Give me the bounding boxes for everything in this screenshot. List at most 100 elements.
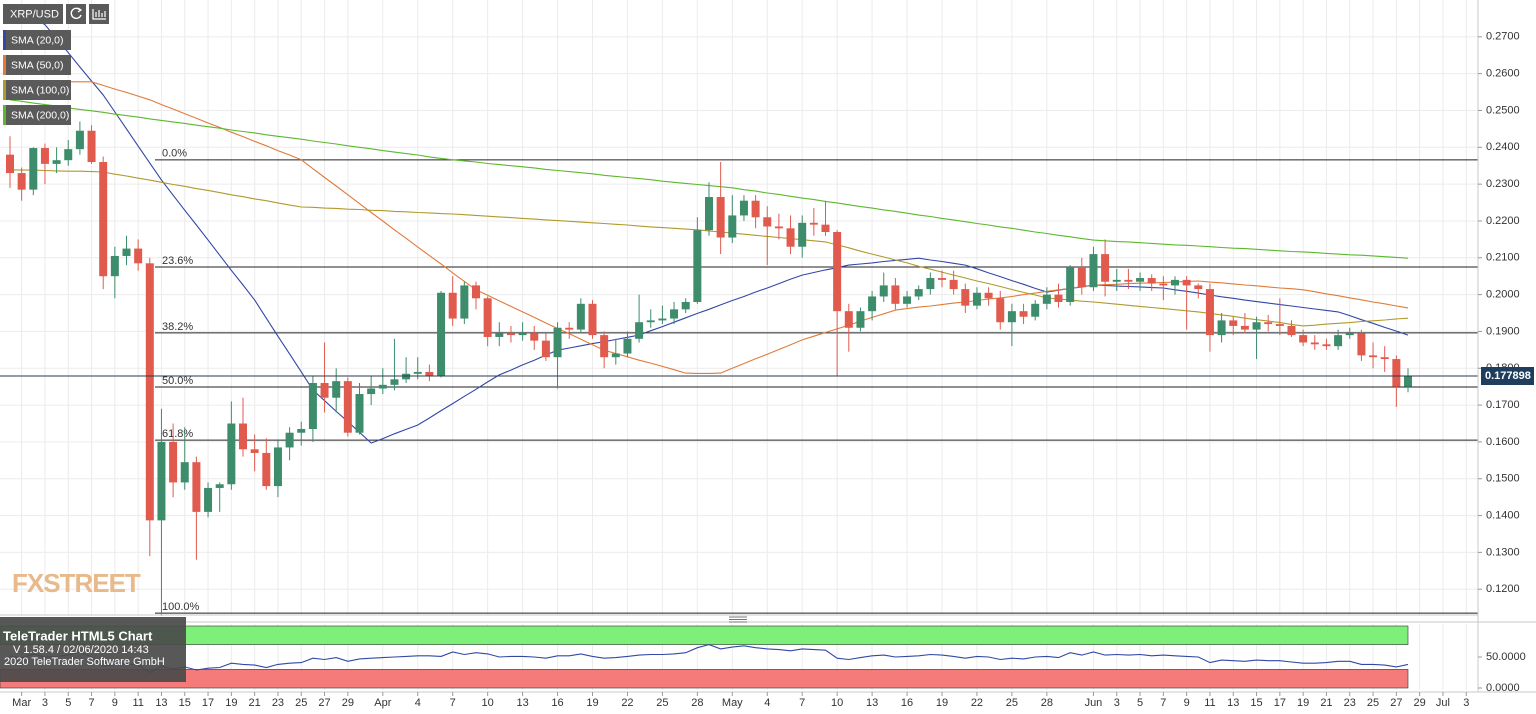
candle-body [1124, 279, 1133, 282]
candle-body [413, 371, 422, 374]
candle-body [425, 371, 434, 376]
candle-body [646, 320, 655, 323]
candle-body [297, 429, 306, 433]
candle-body [961, 289, 970, 306]
candle-body [1136, 278, 1145, 282]
candle-body [1287, 325, 1296, 336]
legend-box[interactable] [3, 80, 71, 100]
candle-body [29, 148, 38, 190]
candle-body [1310, 342, 1319, 345]
refresh-button[interactable] [66, 4, 86, 24]
x-tick-label: 25 [1367, 697, 1379, 709]
x-tick-label: 13 [866, 697, 878, 709]
x-tick-label: 13 [155, 697, 167, 709]
candle-body [635, 322, 644, 339]
candle-body [914, 289, 923, 297]
x-tick-label: Jun [1085, 697, 1103, 709]
candle-body [204, 487, 213, 512]
candle-body [728, 215, 737, 238]
y-tick-label: 0.1200 [1486, 583, 1520, 595]
x-tick-label: 5 [1137, 697, 1143, 709]
candle-body [308, 382, 317, 430]
legend-label: SMA (20,0) [11, 34, 64, 46]
candle-body [1171, 279, 1179, 286]
x-tick-label: 15 [179, 697, 191, 709]
x-tick-label: 3 [1114, 697, 1120, 709]
candle-body [611, 353, 620, 358]
candle-body [1334, 335, 1343, 347]
legend-box[interactable] [3, 30, 71, 50]
x-tick-label: 13 [1227, 697, 1239, 709]
x-tick-label: 4 [415, 697, 421, 709]
candle-body [122, 248, 131, 256]
symbol-box[interactable] [3, 4, 63, 24]
candle-body [1275, 324, 1284, 326]
candle-body [6, 154, 14, 174]
symbol-label: XRP/USD [10, 8, 59, 20]
candle-body [903, 296, 912, 304]
candle-body [658, 318, 667, 321]
candle-body [833, 232, 842, 312]
candle-body [1240, 325, 1249, 330]
x-tick-label: 5 [65, 697, 71, 709]
candle-body [821, 224, 830, 233]
candle-body [1392, 359, 1401, 387]
candle-body [1147, 278, 1156, 284]
candle-body [1066, 266, 1075, 302]
settings-icon [92, 9, 106, 20]
candle-body [285, 432, 294, 448]
candle-body [64, 149, 73, 161]
legend-box[interactable] [3, 105, 71, 125]
candle-body [1380, 357, 1389, 360]
x-tick-label: 19 [586, 697, 598, 709]
rsi-band [0, 669, 1409, 689]
candle-body [1217, 320, 1226, 336]
candle-body [553, 327, 562, 358]
resize-handle[interactable] [729, 616, 747, 623]
x-tick-label: 28 [691, 697, 703, 709]
candle-body [1404, 376, 1412, 387]
refresh-icon [77, 7, 83, 13]
candle-body [1031, 303, 1040, 317]
y-tick-label: 0.2700 [1486, 31, 1520, 43]
candle-body [1159, 283, 1168, 286]
legend: XRP/USD SMA (20,0) SMA (50,0) SMA (100,0) S… [3, 4, 109, 125]
candle-body [739, 200, 748, 216]
x-tick-label: 7 [450, 697, 456, 709]
legend-swatch [3, 80, 6, 100]
candle-body [483, 298, 492, 337]
candle-body [938, 278, 946, 280]
candle-body [1299, 335, 1308, 343]
x-tick-label: 28 [1041, 697, 1053, 709]
y-tick-label: 0.2000 [1486, 289, 1520, 301]
candle-body [518, 333, 527, 336]
candle-body [355, 394, 364, 433]
candle-body [541, 340, 550, 358]
candle-body [215, 484, 224, 488]
candle-body [565, 327, 574, 330]
x-tick-label: 13 [516, 697, 528, 709]
last-price-box [1481, 367, 1534, 386]
legend-box[interactable] [3, 55, 71, 75]
x-tick-label: 25 [656, 697, 668, 709]
candle-body [40, 148, 49, 164]
candle-body [844, 311, 853, 328]
y-tick-label: 0.2200 [1486, 215, 1520, 227]
candle-body [600, 335, 609, 358]
candle-body [856, 311, 865, 328]
watermark-title: TeleTrader HTML5 Chart [3, 628, 153, 643]
candle-body [402, 373, 411, 380]
y-tick-label: 0.1400 [1486, 509, 1520, 521]
candle-body [670, 309, 679, 319]
x-tick-label: 22 [621, 697, 633, 709]
candle-body [786, 228, 795, 247]
candle-body [1182, 279, 1191, 286]
candle-body [157, 441, 166, 521]
candle-body [437, 292, 446, 376]
y-tick-label: 0.1900 [1486, 325, 1520, 337]
x-tick-label: 3 [42, 697, 48, 709]
last-price-label: 0.177898 [1485, 370, 1531, 382]
x-tick-label: 23 [1344, 697, 1356, 709]
legend-swatch [3, 105, 6, 125]
